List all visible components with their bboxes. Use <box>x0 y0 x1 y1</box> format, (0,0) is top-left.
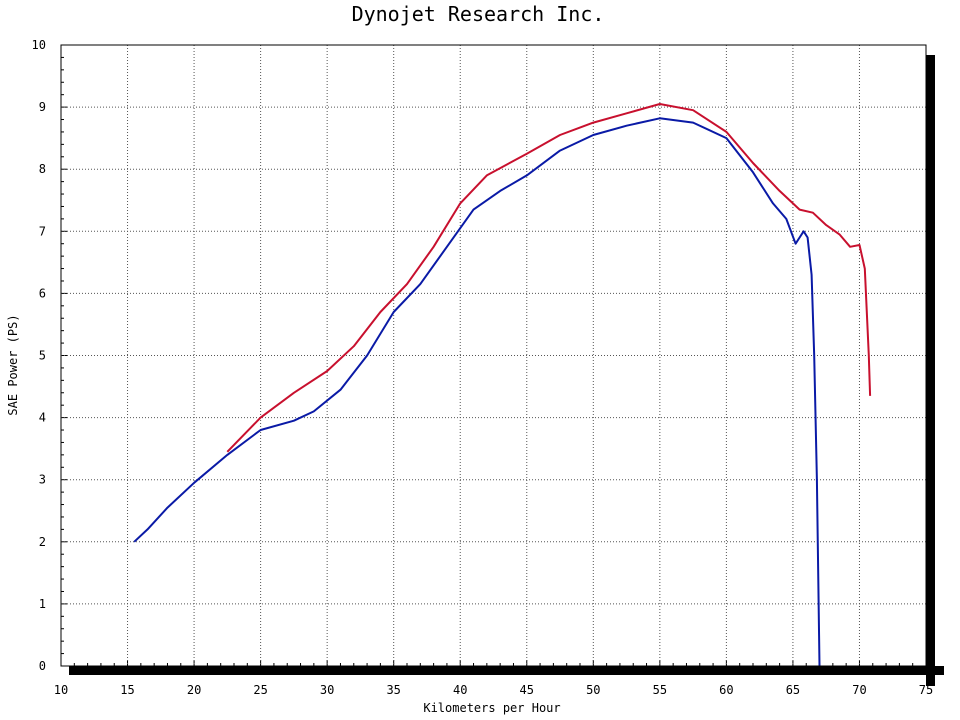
x-tick-label: 65 <box>786 683 800 697</box>
x-tick-label: 60 <box>719 683 733 697</box>
series-line-1 <box>226 103 872 453</box>
series-line-2 <box>133 117 821 667</box>
y-tick-label: 0 <box>39 659 46 673</box>
x-tick-label: 10 <box>54 683 68 697</box>
x-tick-label: 70 <box>852 683 866 697</box>
x-tick-label: 50 <box>586 683 600 697</box>
grid-lines <box>61 45 926 666</box>
frame-shadow-bottom <box>69 666 944 675</box>
y-tick-label: 6 <box>39 286 46 300</box>
y-tick-label: 7 <box>39 224 46 238</box>
series-layer <box>133 103 872 667</box>
plot-border <box>60 44 927 667</box>
x-tick-label: 45 <box>520 683 534 697</box>
y-tick-label: 5 <box>39 349 46 363</box>
y-tick-label: 8 <box>39 162 46 176</box>
x-axis-label: Kilometers per Hour <box>423 701 560 715</box>
y-tick-label: 2 <box>39 535 46 549</box>
x-tick-label: 35 <box>386 683 400 697</box>
plot-frame-shadow <box>69 55 944 686</box>
plot-border-rect <box>60 44 927 667</box>
y-tick-label: 9 <box>39 100 46 114</box>
y-tick-labels: 0 1 2 3 4 5 6 7 8 9 10 <box>32 38 46 673</box>
x-tick-label: 55 <box>653 683 667 697</box>
y-tick-label: 10 <box>32 38 46 52</box>
x-tick-label: 40 <box>453 683 467 697</box>
frame-shadow-right <box>926 55 935 686</box>
y-tick-label: 1 <box>39 597 46 611</box>
x-tick-label: 20 <box>187 683 201 697</box>
x-tick-label: 25 <box>253 683 267 697</box>
y-tick-label: 3 <box>39 473 46 487</box>
y-axis-label: SAE Power (PS) <box>6 314 20 415</box>
x-tick-label: 30 <box>320 683 334 697</box>
x-tick-labels: 10 15 20 25 30 35 40 45 50 55 60 65 70 75 <box>54 683 933 697</box>
x-tick-label: 75 <box>919 683 933 697</box>
y-tick-label: 4 <box>39 411 46 425</box>
chart-title: Dynojet Research Inc. <box>352 2 605 26</box>
x-tick-label: 15 <box>120 683 134 697</box>
